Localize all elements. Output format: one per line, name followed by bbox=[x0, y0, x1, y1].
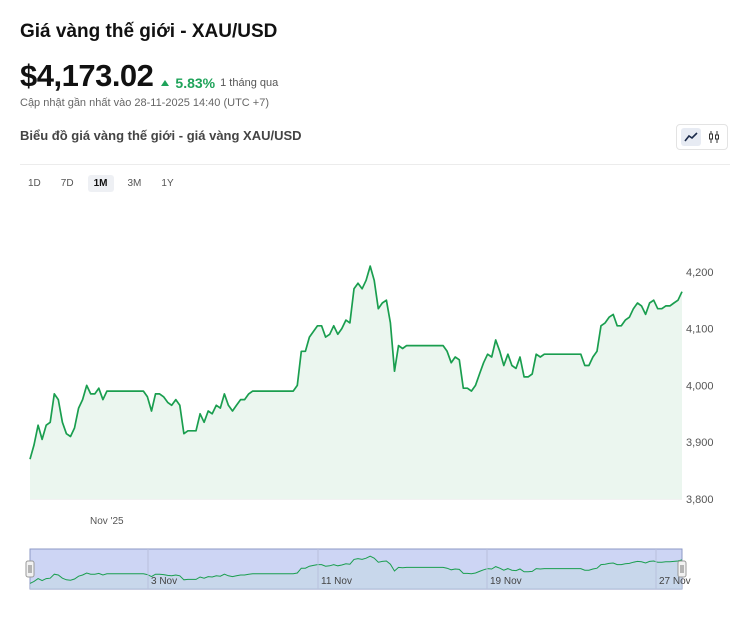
price-change: 5.83% 1 tháng qua bbox=[161, 75, 278, 91]
navigator-line bbox=[29, 555, 683, 584]
y-tick-label: 4,200 bbox=[686, 267, 714, 279]
navigator-area bbox=[30, 556, 682, 589]
change-period: 1 tháng qua bbox=[220, 77, 279, 89]
chart-heading: Biểu đồ giá vàng thế giới - giá vàng XAU… bbox=[20, 128, 302, 143]
header-divider bbox=[20, 164, 730, 165]
last-updated: Cập nhật gần nhất vào 28-11-2025 14:40 (… bbox=[20, 97, 269, 109]
price-row: $4,173.02 5.83% 1 tháng qua bbox=[20, 58, 278, 94]
navigator-left-handle[interactable] bbox=[25, 560, 35, 578]
range-1y[interactable]: 1Y bbox=[161, 178, 174, 189]
y-tick-label: 3,900 bbox=[686, 437, 714, 449]
navigator-right-handle[interactable] bbox=[677, 560, 687, 578]
navigator-label: 19 Nov bbox=[490, 576, 522, 587]
line-chart-icon bbox=[683, 132, 698, 142]
range-selector: 1D 7D 1M 3M 1Y bbox=[22, 175, 188, 192]
price-line bbox=[29, 265, 683, 460]
candlestick-icon bbox=[708, 131, 719, 143]
chart-type-toggle bbox=[676, 124, 728, 150]
y-tick-label: 3,800 bbox=[686, 494, 714, 506]
page-title: Giá vàng thế giới - XAU/USD bbox=[20, 21, 278, 42]
price-area bbox=[30, 266, 682, 499]
up-arrow-icon bbox=[161, 80, 170, 86]
range-1d[interactable]: 1D bbox=[28, 178, 41, 189]
current-price: $4,173.02 bbox=[20, 58, 154, 93]
navigator-label: 27 Nov bbox=[659, 576, 691, 587]
range-3m[interactable]: 3M bbox=[127, 178, 142, 189]
navigator-label: 11 Nov bbox=[321, 576, 352, 587]
y-tick-label: 4,000 bbox=[686, 380, 714, 392]
x-tick-label: Nov '25 bbox=[90, 516, 124, 527]
range-1m[interactable]: 1M bbox=[87, 175, 114, 192]
line-chart-button[interactable] bbox=[680, 128, 701, 146]
range-7d[interactable]: 7D bbox=[60, 178, 74, 189]
change-percent: 5.83% bbox=[175, 75, 216, 91]
y-tick-label: 4,100 bbox=[686, 324, 714, 336]
candlestick-button[interactable] bbox=[704, 128, 724, 146]
navigator-label: 3 Nov bbox=[151, 576, 177, 587]
